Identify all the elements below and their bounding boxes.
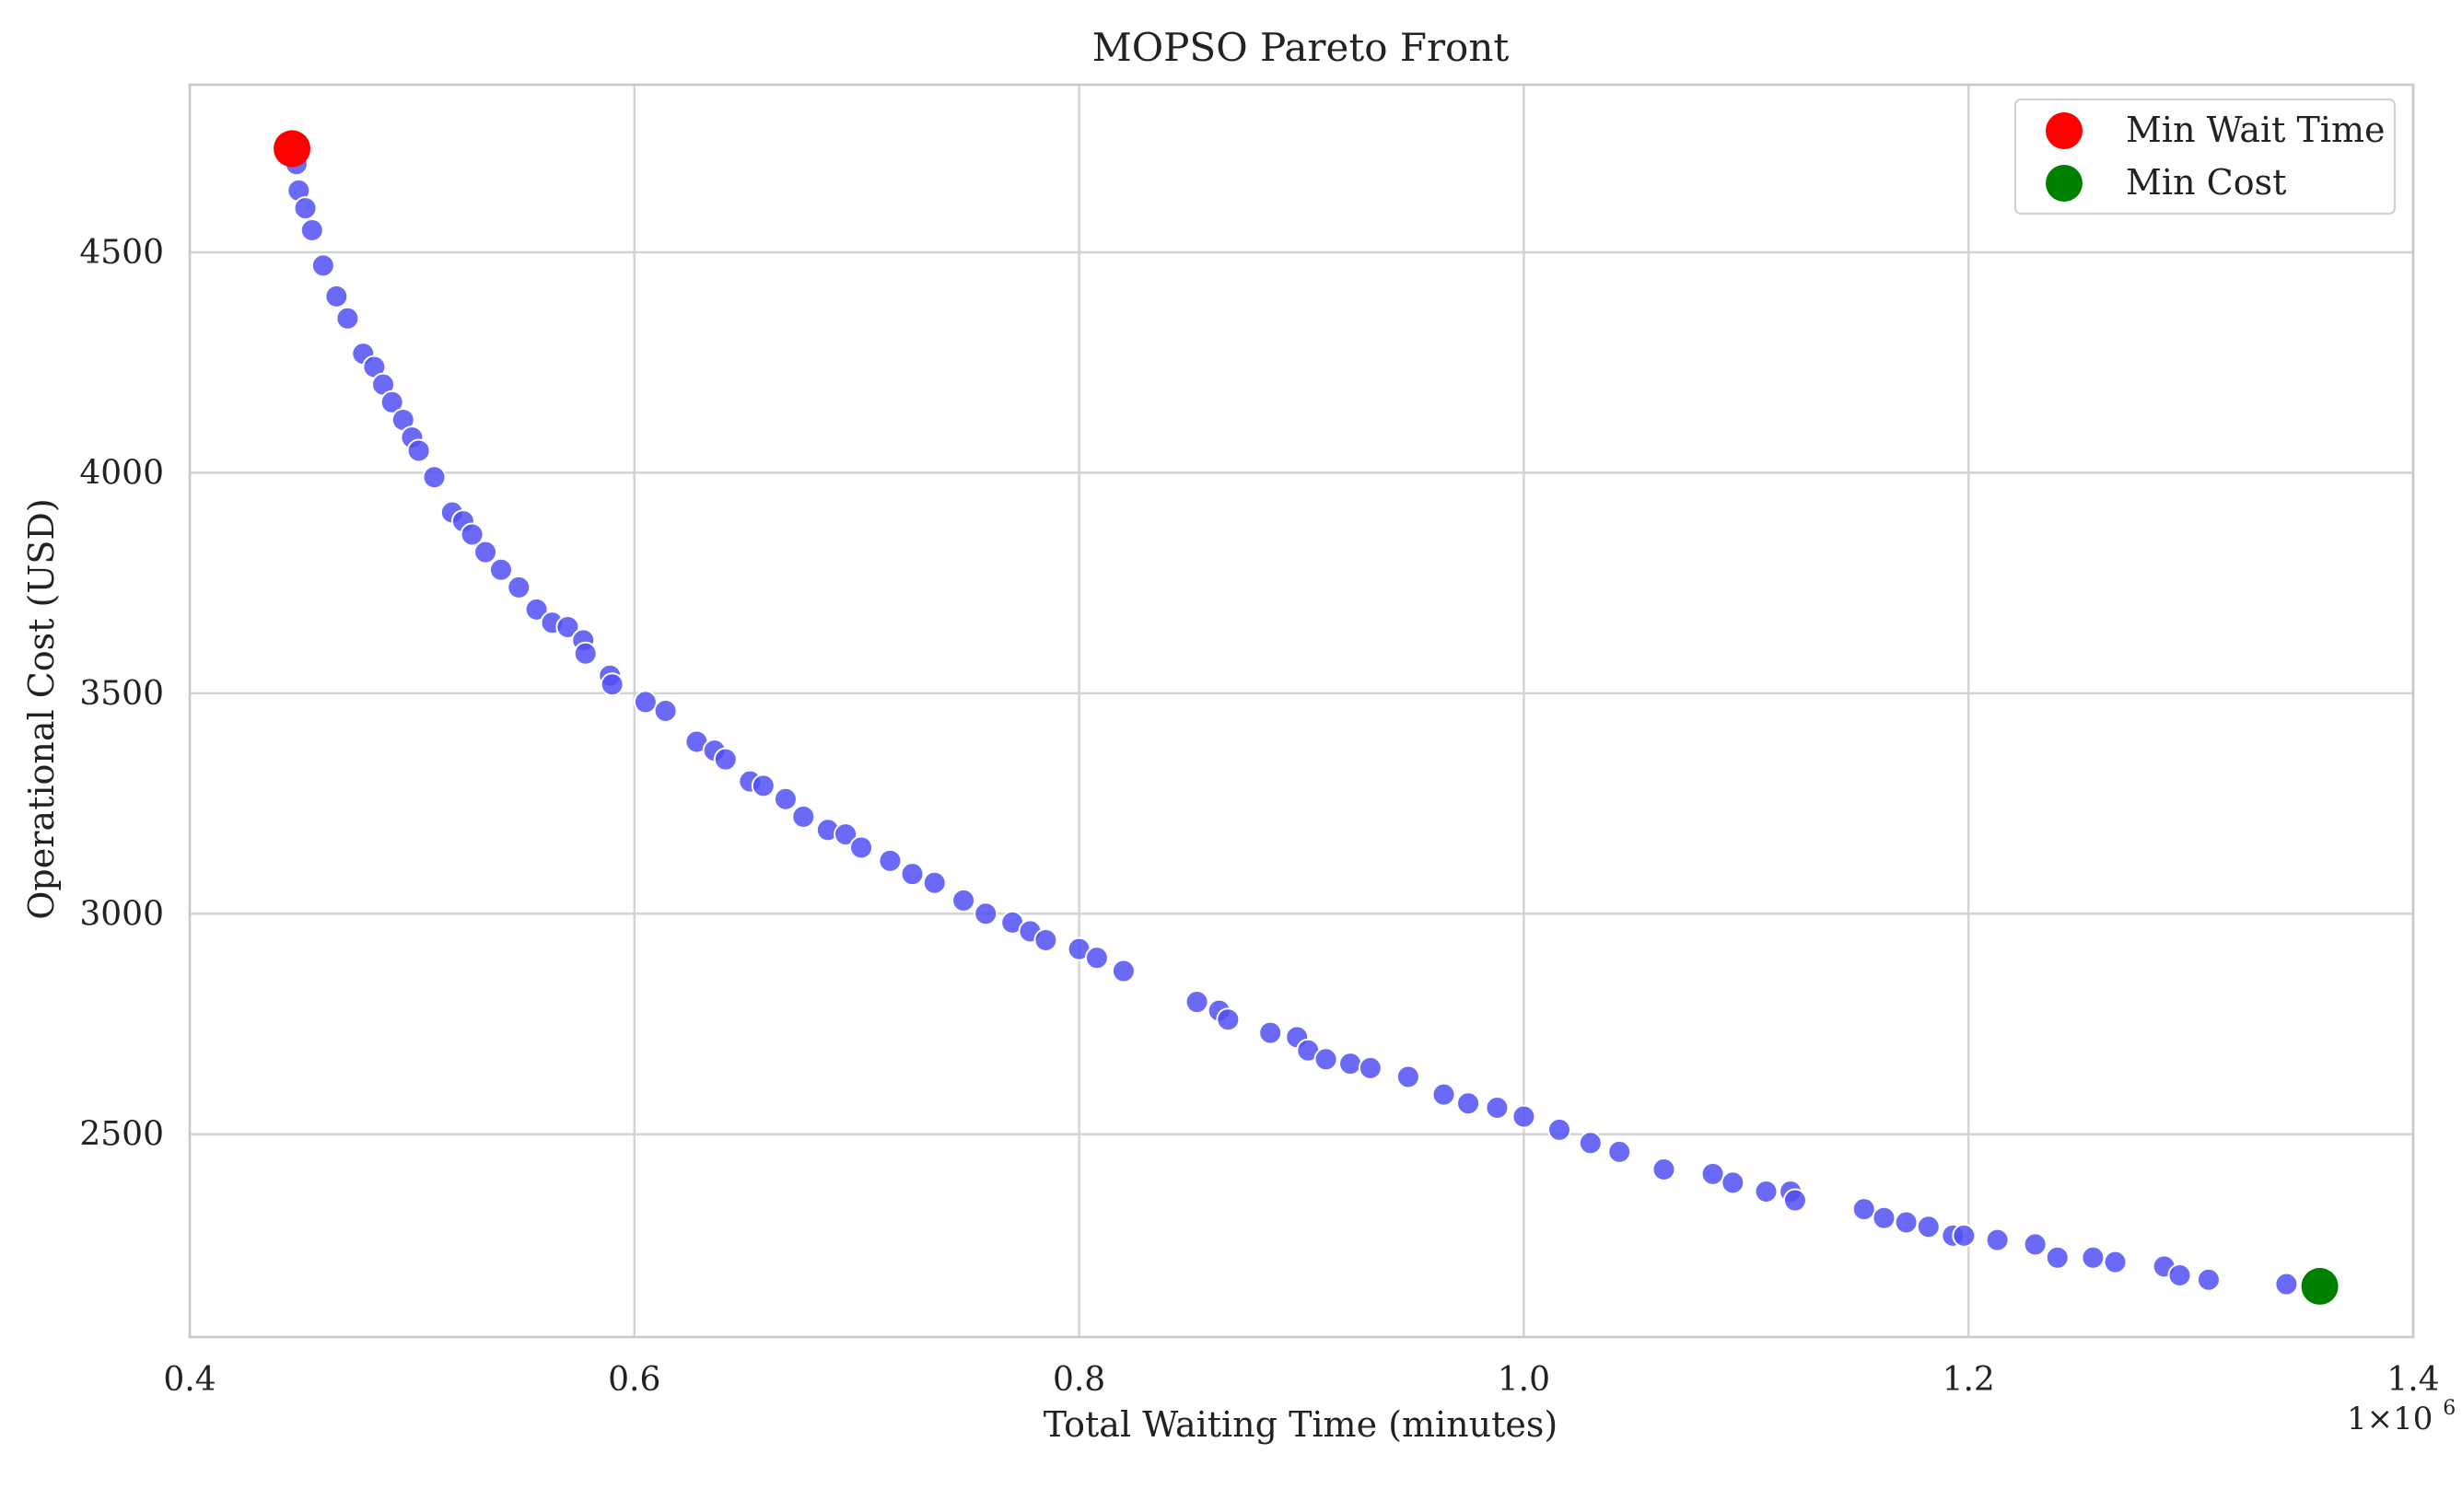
x-axis-label: Total Waiting Time (minutes): [1044, 1404, 1558, 1445]
pareto-point: [406, 438, 431, 463]
y-tick-label: 4500: [79, 234, 164, 272]
pareto-point: [310, 253, 335, 278]
plot-area-border: [188, 83, 2415, 1339]
pareto-point: [900, 862, 925, 887]
pareto-point: [1782, 1188, 1807, 1213]
legend-box: [2014, 99, 2396, 215]
pareto-point: [1033, 928, 1058, 953]
pareto-point: [1894, 1210, 1919, 1235]
x-tick-label: 0.6: [608, 1361, 660, 1399]
pareto-point: [2196, 1267, 2221, 1292]
data-points: [274, 130, 2339, 1305]
pareto-point: [324, 284, 349, 308]
pareto-point: [1952, 1223, 1977, 1248]
pareto-point: [1485, 1095, 1510, 1120]
pareto-point: [2045, 1245, 2070, 1270]
pareto-point: [1700, 1161, 1725, 1186]
pareto-point: [507, 575, 531, 599]
pareto-point: [488, 557, 513, 582]
min-cost-point: [2301, 1267, 2339, 1305]
pareto-point: [555, 615, 580, 640]
pareto-point: [422, 465, 447, 490]
pareto-point: [1721, 1170, 1745, 1195]
pareto-point: [878, 848, 903, 873]
pareto-point: [2274, 1272, 2299, 1297]
x-offset-exponent: 6: [2443, 1397, 2456, 1420]
y-tick-label: 4000: [79, 454, 164, 492]
pareto-point: [1511, 1104, 1536, 1129]
legend-min-cost-label: Min Cost: [2126, 162, 2286, 203]
legend: Min Wait Time Min Cost: [2014, 99, 2396, 215]
pareto-point: [834, 822, 858, 847]
pareto-point: [951, 888, 976, 913]
legend-min-wait-label: Min Wait Time: [2126, 110, 2386, 150]
pareto-point: [524, 597, 549, 622]
pareto-point: [1607, 1139, 1632, 1164]
pareto-point: [1851, 1197, 1876, 1222]
pareto-point: [1216, 1007, 1241, 1032]
pareto-point: [2081, 1245, 2106, 1270]
legend-min-cost-marker: [2046, 165, 2083, 202]
pareto-point: [299, 218, 324, 243]
x-tick-label: 1.4: [2386, 1361, 2439, 1399]
pareto-point: [1547, 1117, 1572, 1142]
y-tick-label: 2500: [79, 1116, 164, 1154]
pareto-point: [1258, 1020, 1283, 1045]
pareto-point: [473, 540, 498, 564]
plot-frame: [188, 83, 2415, 1339]
y-axis-label: Operational Cost (USD): [21, 498, 62, 919]
grid-lines: [188, 85, 2415, 1337]
y-tick-label: 3000: [79, 895, 164, 933]
pareto-point: [1395, 1064, 1420, 1089]
x-tick-label: 0.4: [163, 1361, 216, 1399]
pareto-point: [1431, 1082, 1456, 1107]
pareto-point: [335, 306, 360, 331]
pareto-point: [773, 786, 798, 811]
pareto-point: [1111, 959, 1136, 983]
pareto-point: [1358, 1055, 1383, 1080]
pareto-point: [1184, 990, 1209, 1015]
pareto-point: [1084, 946, 1109, 971]
pareto-point: [600, 672, 624, 697]
pareto-point: [379, 390, 404, 414]
legend-min-wait-marker: [2046, 112, 2083, 149]
x-tick-label: 0.8: [1053, 1361, 1105, 1399]
min-wait-point: [274, 130, 311, 168]
pareto-point: [1578, 1131, 1603, 1156]
pareto-point: [1313, 1047, 1338, 1072]
tick-labels: 0.4 0.6 0.8 1.0 1.2 1.4 2500 3000 3500 4000 4500: [79, 234, 2439, 1399]
x-offset-base: 1×10: [2347, 1401, 2433, 1437]
y-tick-label: 3500: [79, 675, 164, 713]
pareto-point: [751, 773, 776, 798]
pareto-point: [460, 522, 484, 547]
pareto-point: [1916, 1215, 1941, 1239]
pareto-point: [2023, 1232, 2048, 1257]
pareto-point: [293, 196, 318, 221]
chart-title: MOPSO Pareto Front: [1092, 25, 1510, 70]
x-tick-label: 1.0: [1498, 1361, 1550, 1399]
pareto-point: [1456, 1091, 1481, 1116]
pareto-point: [791, 804, 816, 829]
pareto-point: [713, 747, 738, 772]
pareto-point: [2167, 1262, 2192, 1287]
pareto-point: [1754, 1179, 1779, 1204]
pareto-point: [653, 699, 678, 723]
pareto-point: [1651, 1157, 1676, 1182]
pareto-point: [974, 901, 998, 926]
pareto-point: [1985, 1227, 2010, 1252]
x-axis-offset-text: 1×10 6: [2347, 1397, 2456, 1437]
pareto-point: [849, 835, 874, 860]
pareto-point: [573, 641, 598, 666]
pareto-point: [2103, 1250, 2128, 1274]
pareto-point: [922, 870, 947, 895]
pareto-point: [633, 690, 658, 715]
x-tick-label: 1.2: [1943, 1361, 1995, 1399]
pareto-point: [1872, 1205, 1896, 1230]
pareto-point: [1338, 1052, 1363, 1076]
